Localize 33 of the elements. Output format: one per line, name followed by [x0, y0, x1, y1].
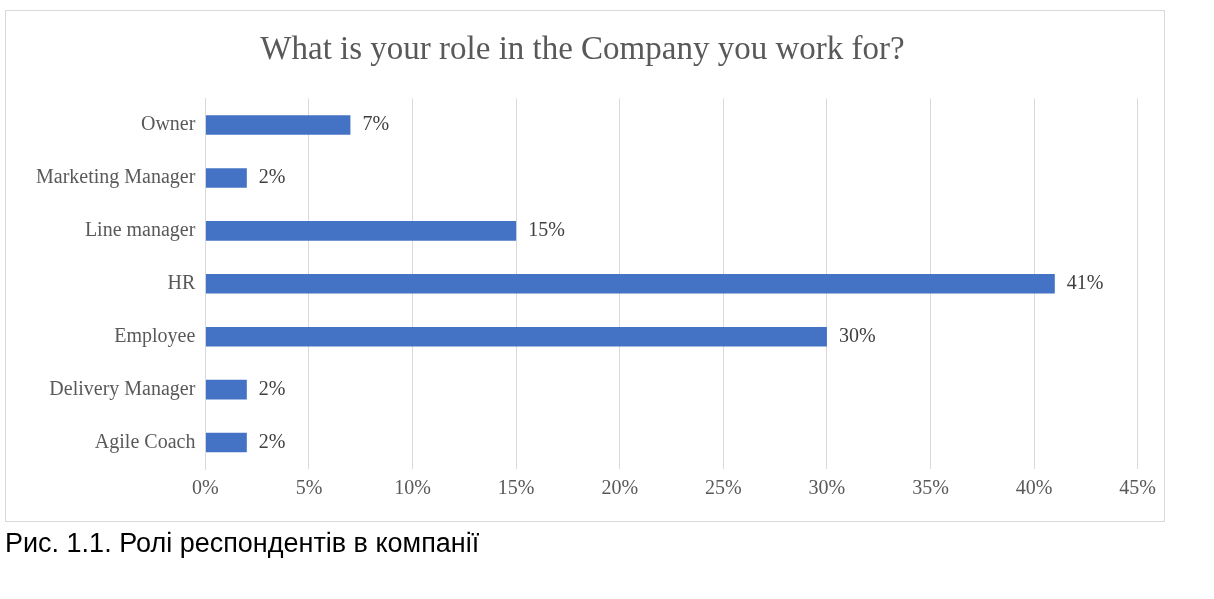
- bar: [205, 168, 247, 188]
- data-label: 2%: [258, 376, 286, 399]
- x-tick-label: 20%: [601, 476, 639, 499]
- x-tick-label: 40%: [1015, 476, 1053, 499]
- x-tick-label: 0%: [192, 476, 219, 499]
- x-tick-label: 35%: [912, 476, 949, 499]
- x-tick-label: 45%: [1119, 476, 1157, 499]
- y-tick-label: HR: [167, 271, 197, 294]
- chart-title: What is your role in the Company you work for?: [260, 30, 905, 67]
- x-tick-label: 25%: [704, 476, 742, 499]
- bar: [205, 115, 351, 135]
- data-label: 7%: [362, 112, 390, 135]
- bar: [205, 432, 247, 453]
- x-tick-label: 30%: [808, 476, 846, 499]
- data-label: 15%: [528, 218, 565, 241]
- data-label: 2%: [258, 165, 286, 188]
- y-tick-label: Line manager: [84, 218, 196, 242]
- data-label: 41%: [1066, 271, 1104, 294]
- x-tick-label: 10%: [394, 476, 431, 499]
- y-tick-label: Owner: [140, 112, 196, 135]
- y-tick-label: Employee: [114, 323, 196, 347]
- y-tick-label: Marketing Manager: [35, 165, 196, 189]
- y-tick-label: Agile Coach: [94, 429, 196, 453]
- x-tick-label: 15%: [497, 476, 535, 499]
- y-tick-label: Delivery Manager: [49, 376, 196, 400]
- x-tick-label: 5%: [295, 476, 323, 499]
- bar: [205, 221, 517, 241]
- data-label: 2%: [258, 429, 286, 452]
- bar: [205, 379, 247, 400]
- bar: [205, 274, 1055, 294]
- data-label: 30%: [838, 323, 876, 346]
- bar: [205, 326, 827, 347]
- text: Рис. 1.1. Ролі респондентів в компанії: [5, 528, 480, 559]
